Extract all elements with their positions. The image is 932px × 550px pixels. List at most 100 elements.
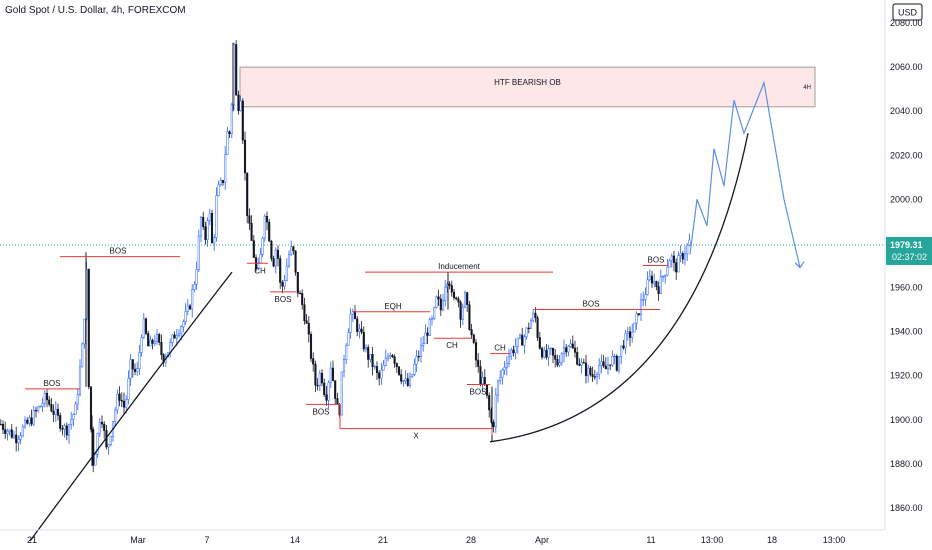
candle-body [549, 347, 552, 350]
candle-body [642, 299, 645, 301]
candle-body [261, 237, 264, 255]
candle-body [303, 304, 306, 322]
candle-body [54, 408, 57, 415]
candle-body [208, 212, 211, 221]
candle-body [395, 363, 398, 368]
candle-body [15, 434, 18, 444]
candle-body [547, 348, 550, 358]
candle-body [265, 215, 269, 223]
candle-body [118, 393, 121, 401]
candle-body [325, 394, 328, 401]
candle-body [4, 429, 7, 434]
candle-body [37, 406, 40, 412]
candle-body [252, 240, 255, 258]
candle-body [283, 280, 286, 287]
candle-body [127, 378, 130, 400]
candle-body [364, 347, 368, 350]
candle-body [129, 359, 132, 379]
candle-body [61, 428, 64, 430]
candle-body [59, 415, 62, 429]
level-label: BOS [583, 300, 600, 309]
candle-body [250, 223, 253, 241]
candle-body [558, 362, 561, 366]
candle-body [602, 361, 605, 367]
candle-body [450, 285, 453, 293]
candle-body [507, 355, 511, 364]
bearish-ob-zone: HTF BEARISH OB 4H [239, 66, 816, 108]
candle-body [617, 356, 621, 371]
candle-body [457, 298, 460, 303]
candle-body [441, 300, 445, 311]
candle-body [424, 332, 427, 344]
candle-body [204, 226, 207, 240]
candle-body [215, 195, 218, 238]
candle-body [72, 414, 75, 420]
candle-body [536, 317, 539, 338]
candle-body [285, 265, 288, 281]
candle-body [631, 331, 634, 338]
candle-body [664, 274, 667, 277]
candle-body [666, 266, 669, 276]
candle-body [565, 347, 568, 353]
candle-body [448, 283, 451, 286]
timeframe-badge: 4H [803, 85, 811, 91]
range-box-label: X [413, 432, 419, 441]
candle-body [501, 369, 504, 378]
candle-body [217, 184, 220, 196]
candle-body [56, 408, 60, 416]
candle-body [373, 366, 376, 368]
candle-body [466, 292, 469, 305]
level-label: BOS [44, 379, 61, 388]
candle-body [173, 334, 176, 339]
candle-body [32, 410, 35, 425]
projection-path [689, 80, 805, 269]
candle-body [688, 239, 691, 246]
candle-body [406, 378, 409, 386]
level-label: BOS [648, 255, 665, 264]
candle-body [43, 392, 46, 404]
candle-body [45, 392, 49, 401]
candle-body [578, 364, 581, 366]
candle-body [23, 419, 27, 428]
candle-body [675, 262, 678, 273]
candle-body [606, 364, 610, 370]
candle-body [488, 395, 491, 411]
candle-body [39, 406, 42, 408]
candle-body [138, 352, 141, 369]
candle-body [628, 331, 632, 338]
candle-body [479, 366, 482, 385]
candle-body [400, 374, 403, 382]
time-axis: 21 Mar 7 14 21 28 Apr 11 13:00 18 13:00 [27, 535, 845, 545]
candle-body [554, 355, 557, 360]
structure-levels: BOS BOS CH BOS BOS EQH Inducement CH CH BOS BOS BOS… [25, 247, 668, 441]
candle-body [353, 311, 357, 320]
candle-body [197, 235, 200, 270]
level-label: BOS [470, 387, 487, 396]
candle-body [63, 425, 66, 430]
candle-body [523, 336, 526, 346]
candle-body [19, 435, 22, 440]
trend-curves [29, 133, 749, 542]
time-tick-label: 13:00 [701, 535, 724, 545]
candle-body [481, 377, 484, 385]
candle-body [404, 378, 407, 381]
time-tick-label: Apr [535, 535, 549, 545]
candle-body [296, 271, 299, 294]
candle-body [103, 423, 106, 431]
candle-body [241, 100, 244, 141]
countdown-label: 02:37:02 [892, 252, 927, 262]
time-tick-label: 14 [290, 535, 300, 545]
candle-body [151, 339, 154, 344]
candle-body [624, 332, 627, 349]
candle-body [444, 286, 447, 301]
candle-body [323, 382, 326, 395]
candle-body [430, 318, 434, 320]
candle-body [202, 216, 205, 228]
candle-body [248, 215, 251, 224]
candle-body [74, 403, 77, 415]
candle-body [109, 436, 112, 446]
price-tick-label: 1960.00 [890, 283, 923, 293]
level-label: BOS [313, 407, 330, 416]
